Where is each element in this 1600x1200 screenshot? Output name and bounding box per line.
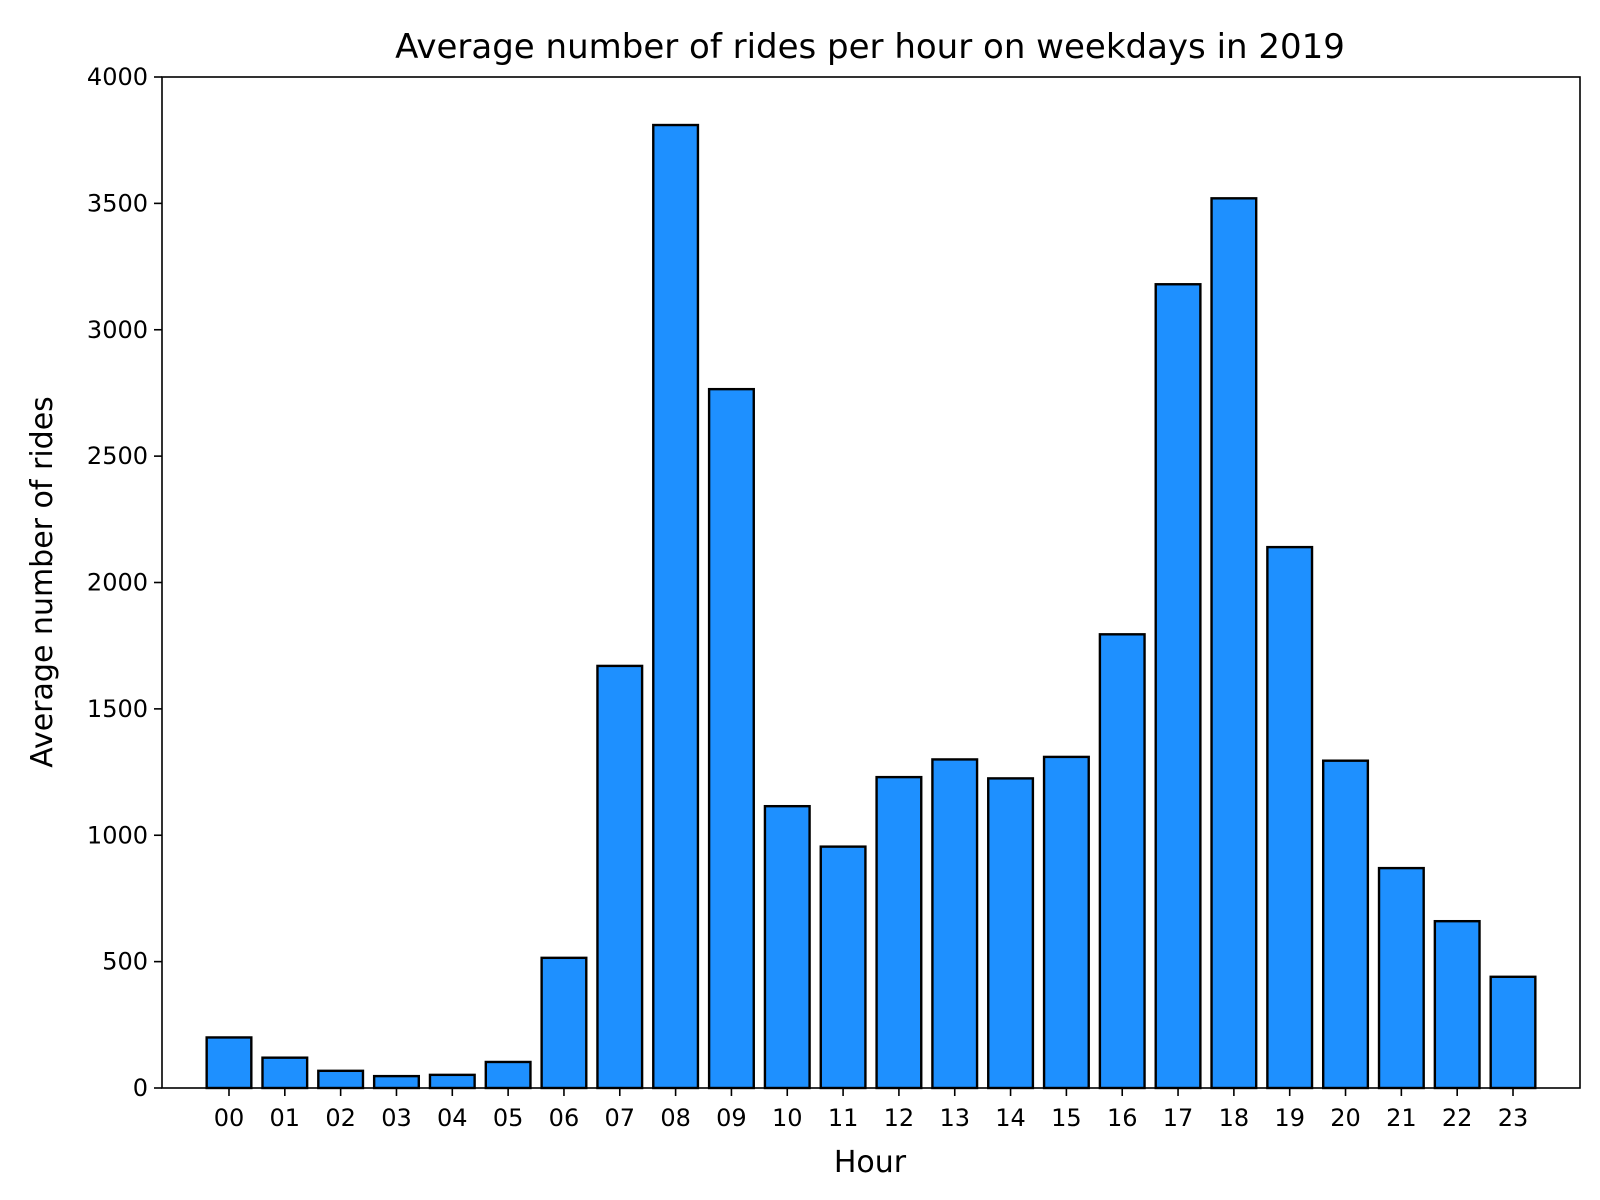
bar-14 bbox=[987, 777, 1035, 1090]
x-tick-label: 01 bbox=[270, 1104, 301, 1132]
bars-group bbox=[205, 123, 1537, 1090]
bar-19 bbox=[1266, 545, 1314, 1090]
bar-08 bbox=[652, 123, 700, 1090]
x-tick-label: 12 bbox=[884, 1104, 915, 1132]
x-tick-label: 20 bbox=[1330, 1104, 1361, 1132]
bar-16 bbox=[1098, 633, 1146, 1090]
bar-15 bbox=[1042, 755, 1090, 1090]
bar-12 bbox=[875, 775, 923, 1090]
x-tick-label: 08 bbox=[660, 1104, 691, 1132]
y-tick-label: 3500 bbox=[87, 189, 148, 217]
y-tick-label: 2500 bbox=[87, 442, 148, 470]
bar-13 bbox=[931, 758, 979, 1090]
y-tick-label: 1000 bbox=[87, 821, 148, 849]
y-tick-label: 0 bbox=[133, 1074, 148, 1102]
x-tick-label: 07 bbox=[605, 1104, 636, 1132]
x-tick-label: 09 bbox=[716, 1104, 747, 1132]
x-tick-label: 15 bbox=[1051, 1104, 1082, 1132]
x-tick-label: 03 bbox=[381, 1104, 412, 1132]
y-tick-label: 4000 bbox=[87, 63, 148, 91]
y-tick-label: 3000 bbox=[87, 316, 148, 344]
chart-title: Average number of rides per hour on week… bbox=[395, 27, 1345, 67]
y-tick-label: 1500 bbox=[87, 695, 148, 723]
bar-05 bbox=[484, 1060, 532, 1090]
x-tick-label: 21 bbox=[1386, 1104, 1417, 1132]
x-tick-label: 23 bbox=[1498, 1104, 1529, 1132]
x-axis-label: Hour bbox=[834, 1145, 907, 1180]
x-tick-label: 14 bbox=[995, 1104, 1026, 1132]
x-tick-label: 04 bbox=[437, 1104, 468, 1132]
x-tick-label: 02 bbox=[325, 1104, 356, 1132]
x-tick-label: 13 bbox=[939, 1104, 970, 1132]
y-axis-label: Average number of rides bbox=[25, 396, 60, 768]
bar-10 bbox=[763, 804, 811, 1090]
x-tick-label: 10 bbox=[772, 1104, 803, 1132]
y-axis: 0 500 1000 1500 2000 2500 3000 3500 4000 bbox=[87, 63, 162, 1102]
bar-18 bbox=[1210, 197, 1258, 1090]
bar-23 bbox=[1489, 975, 1537, 1090]
bar-00 bbox=[205, 1036, 253, 1090]
plot-frame bbox=[161, 76, 1581, 1089]
x-tick-label: 22 bbox=[1442, 1104, 1473, 1132]
bar-01 bbox=[261, 1056, 309, 1090]
bar-09 bbox=[707, 387, 755, 1090]
bar-17 bbox=[1154, 283, 1202, 1090]
bar-04 bbox=[428, 1073, 476, 1090]
bar-07 bbox=[596, 664, 644, 1090]
x-tick-label: 18 bbox=[1219, 1104, 1250, 1132]
bar-03 bbox=[372, 1074, 421, 1090]
x-tick-label: 05 bbox=[493, 1104, 524, 1132]
x-tick-label: 06 bbox=[549, 1104, 580, 1132]
y-tick-label: 2000 bbox=[87, 569, 148, 597]
x-tick-label: 00 bbox=[214, 1104, 245, 1132]
bar-02 bbox=[317, 1069, 365, 1090]
x-tick-label: 16 bbox=[1107, 1104, 1138, 1132]
x-tick-label: 19 bbox=[1274, 1104, 1305, 1132]
bar-22 bbox=[1433, 919, 1481, 1090]
x-axis: 00 01 02 03 04 05 06 07 08 09 10 11 12 13 14 15 16 17 18 19… bbox=[214, 1088, 1529, 1132]
x-tick-label: 11 bbox=[828, 1104, 859, 1132]
bar-06 bbox=[540, 956, 588, 1090]
bar-11 bbox=[819, 845, 867, 1090]
x-tick-label: 17 bbox=[1163, 1104, 1194, 1132]
bar-20 bbox=[1321, 759, 1370, 1090]
y-tick-label: 500 bbox=[102, 948, 148, 976]
bar-21 bbox=[1377, 866, 1425, 1090]
